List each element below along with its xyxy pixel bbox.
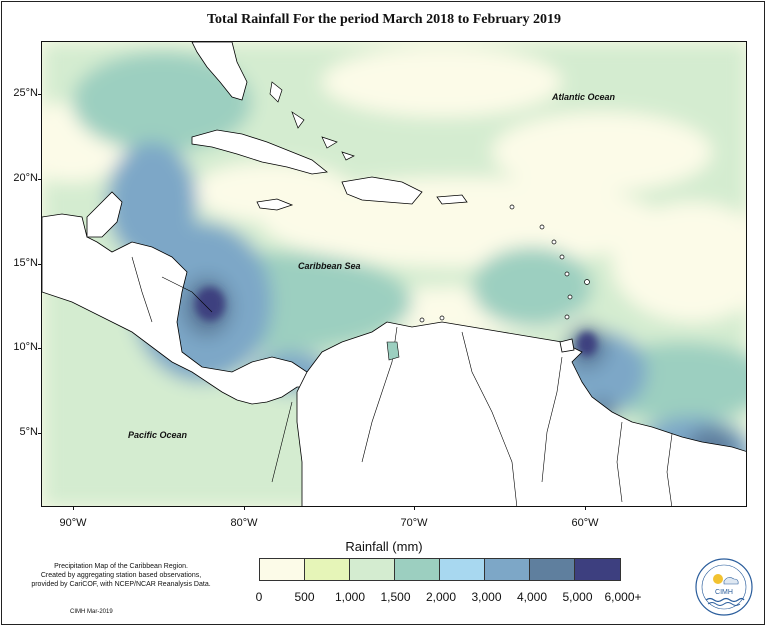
legend-label: 4,000: [516, 590, 548, 604]
wave-icon: [705, 597, 745, 603]
lat-label-15: 15°N: [13, 257, 38, 269]
sun-icon: [713, 574, 723, 584]
footnote-line: Precipitation Map of the Caribbean Regio…: [54, 563, 188, 570]
legend-swatch: [305, 559, 350, 580]
legend-swatch: [440, 559, 485, 580]
legend-swatch: [350, 559, 395, 580]
atlantic-ocean-label: Atlantic Ocean: [552, 92, 616, 102]
footnote: Precipitation Map of the Caribbean Regio…: [14, 562, 228, 589]
lat-label-5: 5°N: [19, 426, 38, 438]
small-islands: [269, 81, 590, 323]
lon-tick: [73, 506, 74, 510]
legend-label: 1,000: [334, 590, 366, 604]
legend-label: 2,000: [425, 590, 457, 604]
legend-swatch: [260, 559, 305, 580]
legend-label: 0: [255, 590, 263, 604]
legend-label: 6,000+: [604, 590, 642, 604]
lon-tick: [414, 506, 415, 510]
legend-swatch: [575, 559, 620, 580]
lat-label-10: 10°N: [13, 341, 38, 353]
lon-label-90: 90°W: [59, 517, 87, 529]
legend-label: 1,500: [380, 590, 411, 604]
lat-label-20: 20°N: [13, 172, 38, 184]
cloud-icon: [723, 577, 739, 585]
logo-text: CIMH: [715, 589, 733, 596]
rainfall-map: Atlantic Ocean Caribbean Sea Pacific Oce…: [41, 41, 747, 507]
cimh-logo: CIMH: [694, 557, 754, 617]
lat-tick: [38, 264, 42, 265]
lon-label-80: 80°W: [230, 517, 258, 529]
lon-tick: [244, 506, 245, 510]
pacific-ocean-label: Pacific Ocean: [128, 430, 188, 440]
legend-label: 500: [294, 590, 315, 604]
caribbean-sea-label: Caribbean Sea: [298, 261, 361, 271]
legend-title: Rainfall (mm): [345, 539, 423, 554]
lon-label-70: 70°W: [400, 517, 428, 529]
map-title: Total Rainfall For the period March 2018…: [207, 12, 561, 27]
legend-label: 5,000: [562, 590, 593, 604]
rainfall-peaks: [195, 287, 597, 356]
lat-tick: [38, 348, 42, 349]
lat-label-25: 25°N: [13, 87, 38, 99]
lat-tick: [38, 94, 42, 95]
lon-tick: [585, 506, 586, 510]
lat-tick: [38, 179, 42, 180]
legend-label: 3,000: [471, 590, 502, 604]
lon-label-60: 60°W: [571, 517, 599, 529]
land-masses: [42, 42, 746, 506]
lat-tick: [38, 433, 42, 434]
lake-maracaibo: [386, 341, 400, 361]
rainfall-map-svg: [42, 42, 746, 506]
legend-swatch: [395, 559, 440, 580]
legend-swatch: [485, 559, 530, 580]
footnote-line: Created by aggregating station based obs…: [40, 572, 202, 579]
legend-swatch: [530, 559, 575, 580]
legend-colorbar: [259, 558, 621, 581]
footnote-line: provided by CariCOF, with NCEP/NCAR Rean…: [31, 581, 211, 588]
credit-text: CIMH Mar-2019: [70, 609, 113, 615]
